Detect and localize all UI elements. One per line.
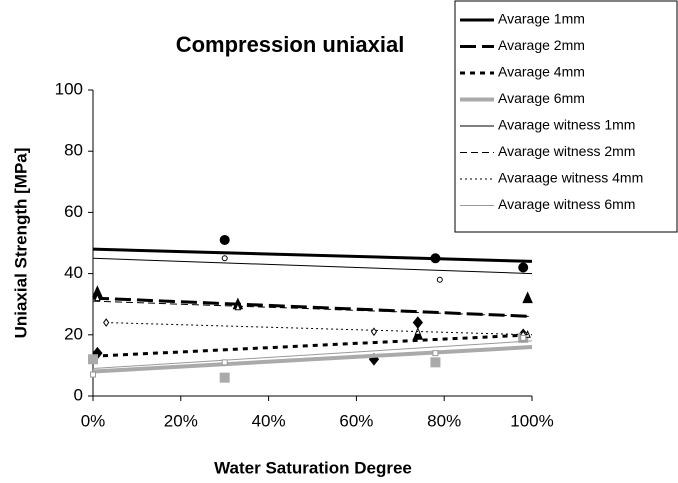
trend-line	[92, 333, 533, 358]
trend-line	[92, 345, 533, 374]
legend-label: Avaraage witness 4mm	[498, 170, 643, 186]
point	[370, 327, 378, 337]
point	[412, 316, 424, 329]
y-tick-label: 0	[74, 385, 83, 404]
point	[234, 302, 242, 311]
point	[432, 350, 439, 357]
legend-label: Avarage 1mm	[498, 11, 585, 27]
point	[221, 255, 228, 262]
point	[520, 334, 527, 341]
legend-box	[454, 0, 678, 233]
point	[436, 276, 443, 283]
x-tick-label: 80%	[427, 411, 461, 430]
legend-label: Avarage 6mm	[498, 90, 585, 106]
legend-label: Avarage 2mm	[498, 37, 585, 53]
point	[430, 357, 441, 368]
x-tick-label: 0%	[81, 411, 106, 430]
point	[90, 371, 96, 378]
point	[219, 234, 230, 245]
trend-line	[92, 296, 533, 318]
legend-label: Avarage 4mm	[498, 64, 585, 80]
y-tick-label: 60	[64, 202, 83, 221]
point	[518, 262, 529, 273]
point	[221, 359, 228, 366]
trend-line	[92, 300, 533, 317]
trend-line	[92, 340, 533, 369]
legend-label: Avarage witness 6mm	[498, 196, 635, 212]
y-tick-label: 40	[64, 263, 83, 282]
x-tick-label: 100%	[510, 411, 553, 430]
x-axis-label: Water Saturation Degree	[214, 458, 412, 477]
point	[94, 293, 101, 302]
chart-title: Compression uniaxial	[176, 32, 405, 57]
x-tick-label: 20%	[164, 411, 198, 430]
point	[430, 253, 441, 264]
trend-line	[92, 247, 533, 263]
y-tick-label: 80	[64, 141, 83, 160]
point	[219, 372, 230, 383]
y-tick-label: 20	[64, 324, 83, 343]
point	[88, 354, 98, 365]
legend-label: Avarage witness 1mm	[498, 117, 635, 133]
x-tick-label: 60%	[339, 411, 373, 430]
trend-line	[92, 257, 533, 275]
point	[103, 318, 110, 327]
y-tick-label: 100	[55, 79, 83, 98]
trend-line	[106, 322, 533, 336]
legend-label: Avarage witness 2mm	[498, 143, 635, 159]
point	[522, 291, 533, 304]
x-tick-label: 40%	[252, 411, 286, 430]
y-axis-label: Uniaxial Strength [MPa]	[11, 148, 30, 339]
